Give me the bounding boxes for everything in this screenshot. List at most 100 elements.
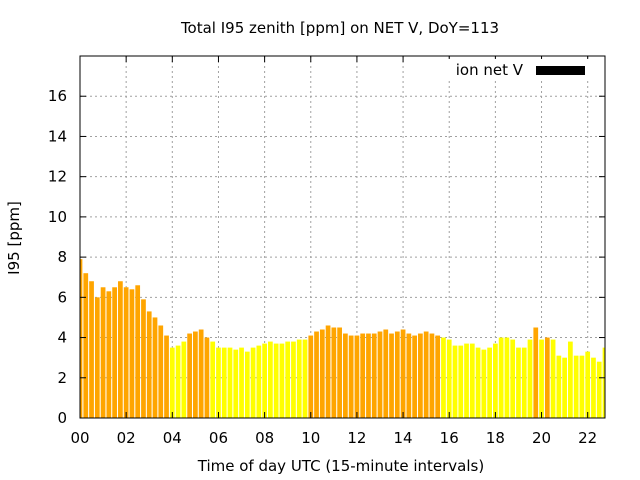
bar: [516, 347, 521, 418]
bar: [94, 297, 100, 418]
bar: [573, 355, 579, 418]
bar: [389, 333, 394, 418]
bar: [446, 339, 452, 418]
x-tick-label: 14: [394, 429, 413, 447]
bar: [412, 335, 417, 418]
bar: [556, 355, 562, 418]
bar: [343, 333, 348, 418]
bar: [216, 347, 221, 418]
bar: [112, 287, 117, 418]
bar: [210, 341, 216, 418]
bar: [80, 259, 83, 418]
y-tick-label: 2: [57, 369, 67, 387]
bar: [250, 347, 256, 418]
bar: [591, 357, 596, 418]
bar: [406, 333, 412, 418]
bar: [308, 335, 314, 418]
bar: [296, 339, 302, 418]
bar: [129, 289, 135, 418]
bar: [435, 335, 441, 418]
legend: ion net V: [446, 59, 594, 81]
y-tick-label: 4: [57, 329, 67, 347]
bar: [164, 335, 169, 418]
bar: [579, 355, 585, 418]
x-tick-label: 12: [347, 429, 366, 447]
bar: [193, 331, 198, 418]
bar: [394, 331, 400, 418]
bar: [314, 331, 319, 418]
bar: [562, 357, 567, 418]
bar: [291, 341, 296, 418]
bar: [146, 311, 152, 418]
bar: [377, 331, 383, 418]
bar: [152, 317, 158, 418]
bar: [175, 345, 181, 418]
bar: [487, 347, 492, 418]
bar: [325, 325, 331, 418]
bar: [602, 347, 605, 418]
bar: [198, 329, 204, 418]
bar: [106, 291, 112, 418]
bar: [366, 333, 371, 418]
bar: [371, 333, 377, 418]
y-tick-label: 12: [48, 168, 67, 186]
bar: [464, 343, 469, 418]
y-tick-label: 6: [57, 288, 67, 306]
bar: [458, 345, 464, 418]
bar: [244, 351, 250, 418]
bar: [285, 341, 291, 418]
y-tick-label: 16: [48, 87, 67, 105]
bar: [539, 339, 544, 418]
bar: [475, 347, 481, 418]
x-tick-label: 20: [532, 429, 551, 447]
x-tick-label: 22: [578, 429, 597, 447]
bar: [596, 361, 602, 418]
x-tick-label: 02: [117, 429, 136, 447]
x-tick-label: 06: [209, 429, 228, 447]
bar: [493, 343, 498, 418]
bar: [498, 337, 504, 418]
bar: [429, 333, 435, 418]
bar: [452, 345, 458, 418]
bar: [360, 333, 366, 418]
bar: [469, 343, 475, 418]
bar: [331, 327, 337, 418]
x-tick-label: 18: [486, 429, 505, 447]
bars: [80, 259, 605, 418]
bar: [141, 299, 146, 418]
bar: [89, 281, 94, 418]
x-axis-label: Time of day UTC (15-minute intervals): [197, 457, 484, 475]
bar: [279, 343, 285, 418]
bar: [348, 335, 354, 418]
bar: [256, 345, 262, 418]
bar: [527, 339, 533, 418]
bar: [268, 341, 273, 418]
y-tick-label: 10: [48, 208, 67, 226]
bar: [239, 347, 244, 418]
chart-title: Total I95 zenith [ppm] on NET V, DoY=113: [180, 19, 499, 37]
x-tick-label: 16: [440, 429, 459, 447]
bar: [83, 273, 89, 418]
bar: [118, 281, 123, 418]
bar: [510, 339, 516, 418]
bar: [319, 329, 325, 418]
bar: [400, 329, 406, 418]
bar: [383, 329, 389, 418]
plot-frame: [79, 55, 606, 419]
bar: [204, 337, 210, 418]
legend-background: [446, 59, 594, 81]
bar: [302, 339, 308, 418]
bar: [187, 333, 192, 418]
bar: [504, 337, 510, 418]
y-tick-label: 0: [57, 409, 67, 427]
bar: [481, 349, 487, 418]
bar: [233, 349, 239, 418]
y-tick-label: 8: [57, 248, 67, 266]
legend-swatch: [536, 66, 585, 75]
bar: [123, 287, 129, 418]
bar: [221, 347, 227, 418]
bar: [544, 337, 550, 418]
bar: [273, 343, 279, 418]
bar: [533, 327, 539, 418]
